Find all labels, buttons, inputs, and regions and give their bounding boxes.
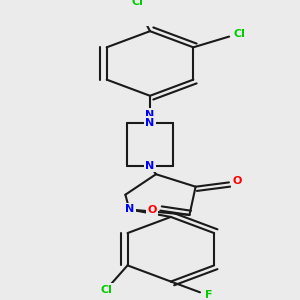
Text: N: N [125,205,134,214]
Text: F: F [205,290,212,300]
Text: Cl: Cl [101,285,112,295]
Text: O: O [232,176,242,186]
Text: O: O [147,205,157,214]
Text: Cl: Cl [132,0,143,7]
Text: N: N [146,110,154,120]
Text: Cl: Cl [233,29,245,39]
Text: N: N [146,118,154,128]
Text: N: N [146,161,154,171]
